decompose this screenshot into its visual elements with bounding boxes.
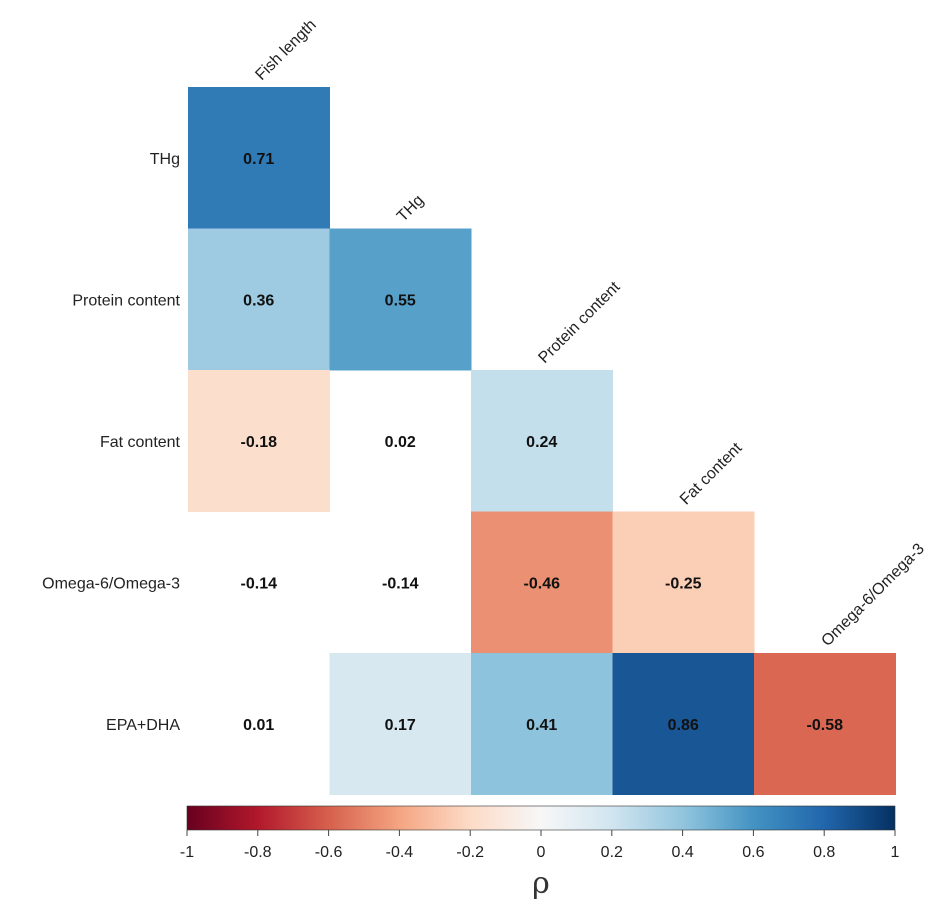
cell-value-r2-c1: 0.02 — [385, 434, 416, 451]
colorbar-gradient — [186, 805, 896, 831]
colorbar-tick-label-1: -0.8 — [244, 844, 272, 861]
colorbar-tick-label-10: 1 — [891, 844, 900, 861]
column-label-0: Fish length — [252, 16, 319, 83]
column-label-3: Fat content — [677, 439, 746, 508]
heatmap-cell-r4-c1 — [329, 653, 472, 795]
heatmap-cell-r4-c2 — [471, 653, 613, 795]
colorbar-tick-label-3: -0.4 — [386, 844, 414, 861]
cell-value-r3-c1: -0.14 — [382, 575, 419, 592]
column-label-1: THg — [394, 192, 427, 225]
column-label-4: Omega-6/Omega-3 — [818, 540, 928, 650]
colorbar-tick-label-8: 0.6 — [742, 844, 764, 861]
row-label-2: Fat content — [100, 434, 181, 451]
heatmap-cell-r1-c1 — [329, 228, 472, 371]
colorbar-ticks: -1 -0.8 -0.6 -0.4 -0.2 0 0.2 0.4 0.6 0.8 1 — [180, 830, 900, 861]
cell-value-r2-c2: 0.24 — [526, 434, 557, 451]
row-label-0: THg — [150, 151, 180, 168]
row-label-3: Omega-6/Omega-3 — [42, 575, 180, 592]
colorbar-tick-label-6: 0.2 — [601, 844, 623, 861]
cell-value-r4-c2: 0.41 — [526, 717, 557, 734]
cell-value-r2-c0: -0.18 — [241, 434, 278, 451]
colorbar-tick-label-0: -1 — [180, 844, 194, 861]
heatmap-cell-r4-c4 — [754, 653, 896, 795]
row-label-4: EPA+DHA — [106, 717, 180, 734]
heatmap-cell-r3-c3 — [612, 511, 755, 654]
colorbar-tick-label-5: 0 — [537, 844, 546, 861]
cell-value-r4-c3: 0.86 — [668, 717, 699, 734]
heatmap-cell-r1-c0 — [188, 228, 330, 371]
cell-value-r4-c4: -0.58 — [807, 717, 844, 734]
heatmap-cell-r0-c0 — [188, 87, 330, 229]
cell-value-r1-c0: 0.36 — [243, 292, 274, 309]
cell-value-r3-c0: -0.14 — [241, 575, 278, 592]
colorbar-tick-label-9: 0.8 — [813, 844, 835, 861]
cell-value-r3-c2: -0.46 — [524, 575, 561, 592]
cell-value-r4-c0: 0.01 — [243, 717, 274, 734]
heatmap-cell-labels: 0.71 0.36 0.55 -0.18 0.02 0.24 -0.14 -0.14 -0.46… — [241, 151, 844, 734]
colorbar-tick-label-4: -0.2 — [456, 844, 484, 861]
cell-value-r4-c1: 0.17 — [385, 717, 416, 734]
colorbar-tick-label-2: -0.6 — [315, 844, 343, 861]
heatmap-cells — [188, 87, 896, 795]
cell-value-r1-c1: 0.55 — [385, 292, 416, 309]
heatmap-cell-r2-c2 — [471, 370, 613, 512]
row-label-1: Protein content — [72, 292, 180, 309]
cell-value-r0-c0: 0.71 — [243, 151, 274, 168]
colorbar-tick-label-7: 0.4 — [671, 844, 693, 861]
cell-value-r3-c3: -0.25 — [665, 575, 702, 592]
row-labels: THg Protein content Fat content Omega-6/Ome… — [42, 151, 180, 734]
heatmap-cell-r3-c2 — [471, 511, 613, 654]
colorbar-title: ρ — [532, 866, 550, 901]
column-label-2: Protein content — [535, 278, 624, 367]
heatmap-cell-r2-c0 — [188, 370, 330, 512]
heatmap-cell-r4-c3 — [612, 653, 755, 795]
colorbar: -1 -0.8 -0.6 -0.4 -0.2 0 0.2 0.4 0.6 0.8 1 ρ — [180, 805, 900, 901]
